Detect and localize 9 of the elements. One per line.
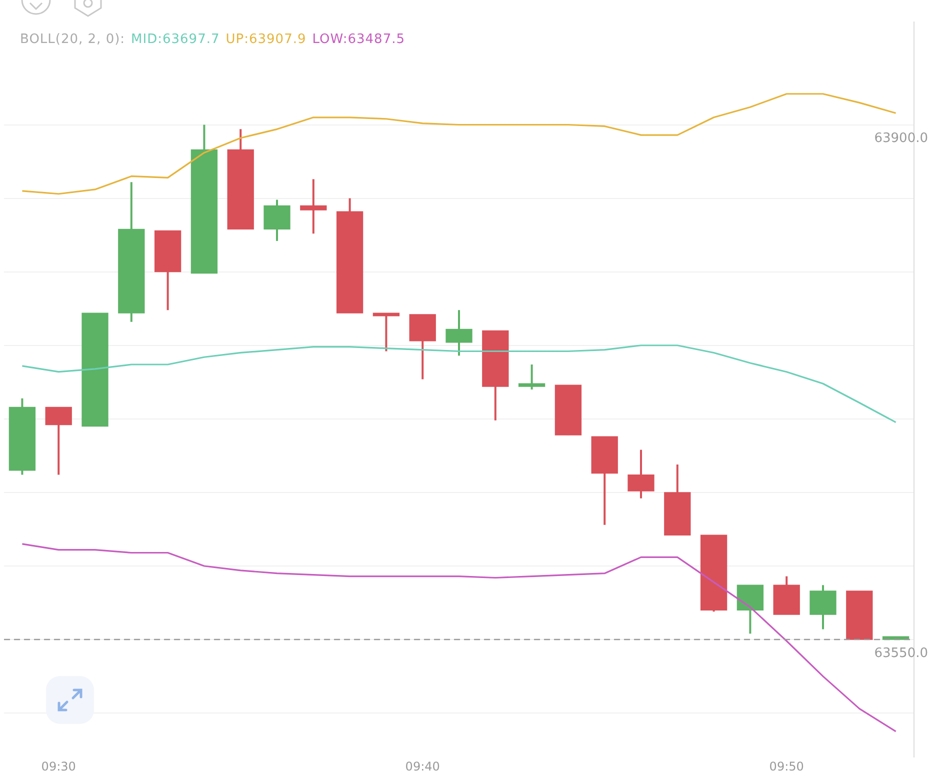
- x-tick-label: 09:30: [41, 760, 76, 774]
- x-tick-label: 09:40: [405, 760, 440, 774]
- text: UP:63907.9: [226, 32, 306, 47]
- y-tick-label: 63550.0: [874, 646, 928, 661]
- text: MID:63697.7: [131, 32, 220, 47]
- x-tick-label: 09:50: [769, 760, 804, 774]
- y-tick-label: 63900.0: [874, 131, 928, 146]
- text: BOLL(20, 2, 0):: [20, 32, 126, 47]
- text: LOW:63487.5: [312, 32, 405, 47]
